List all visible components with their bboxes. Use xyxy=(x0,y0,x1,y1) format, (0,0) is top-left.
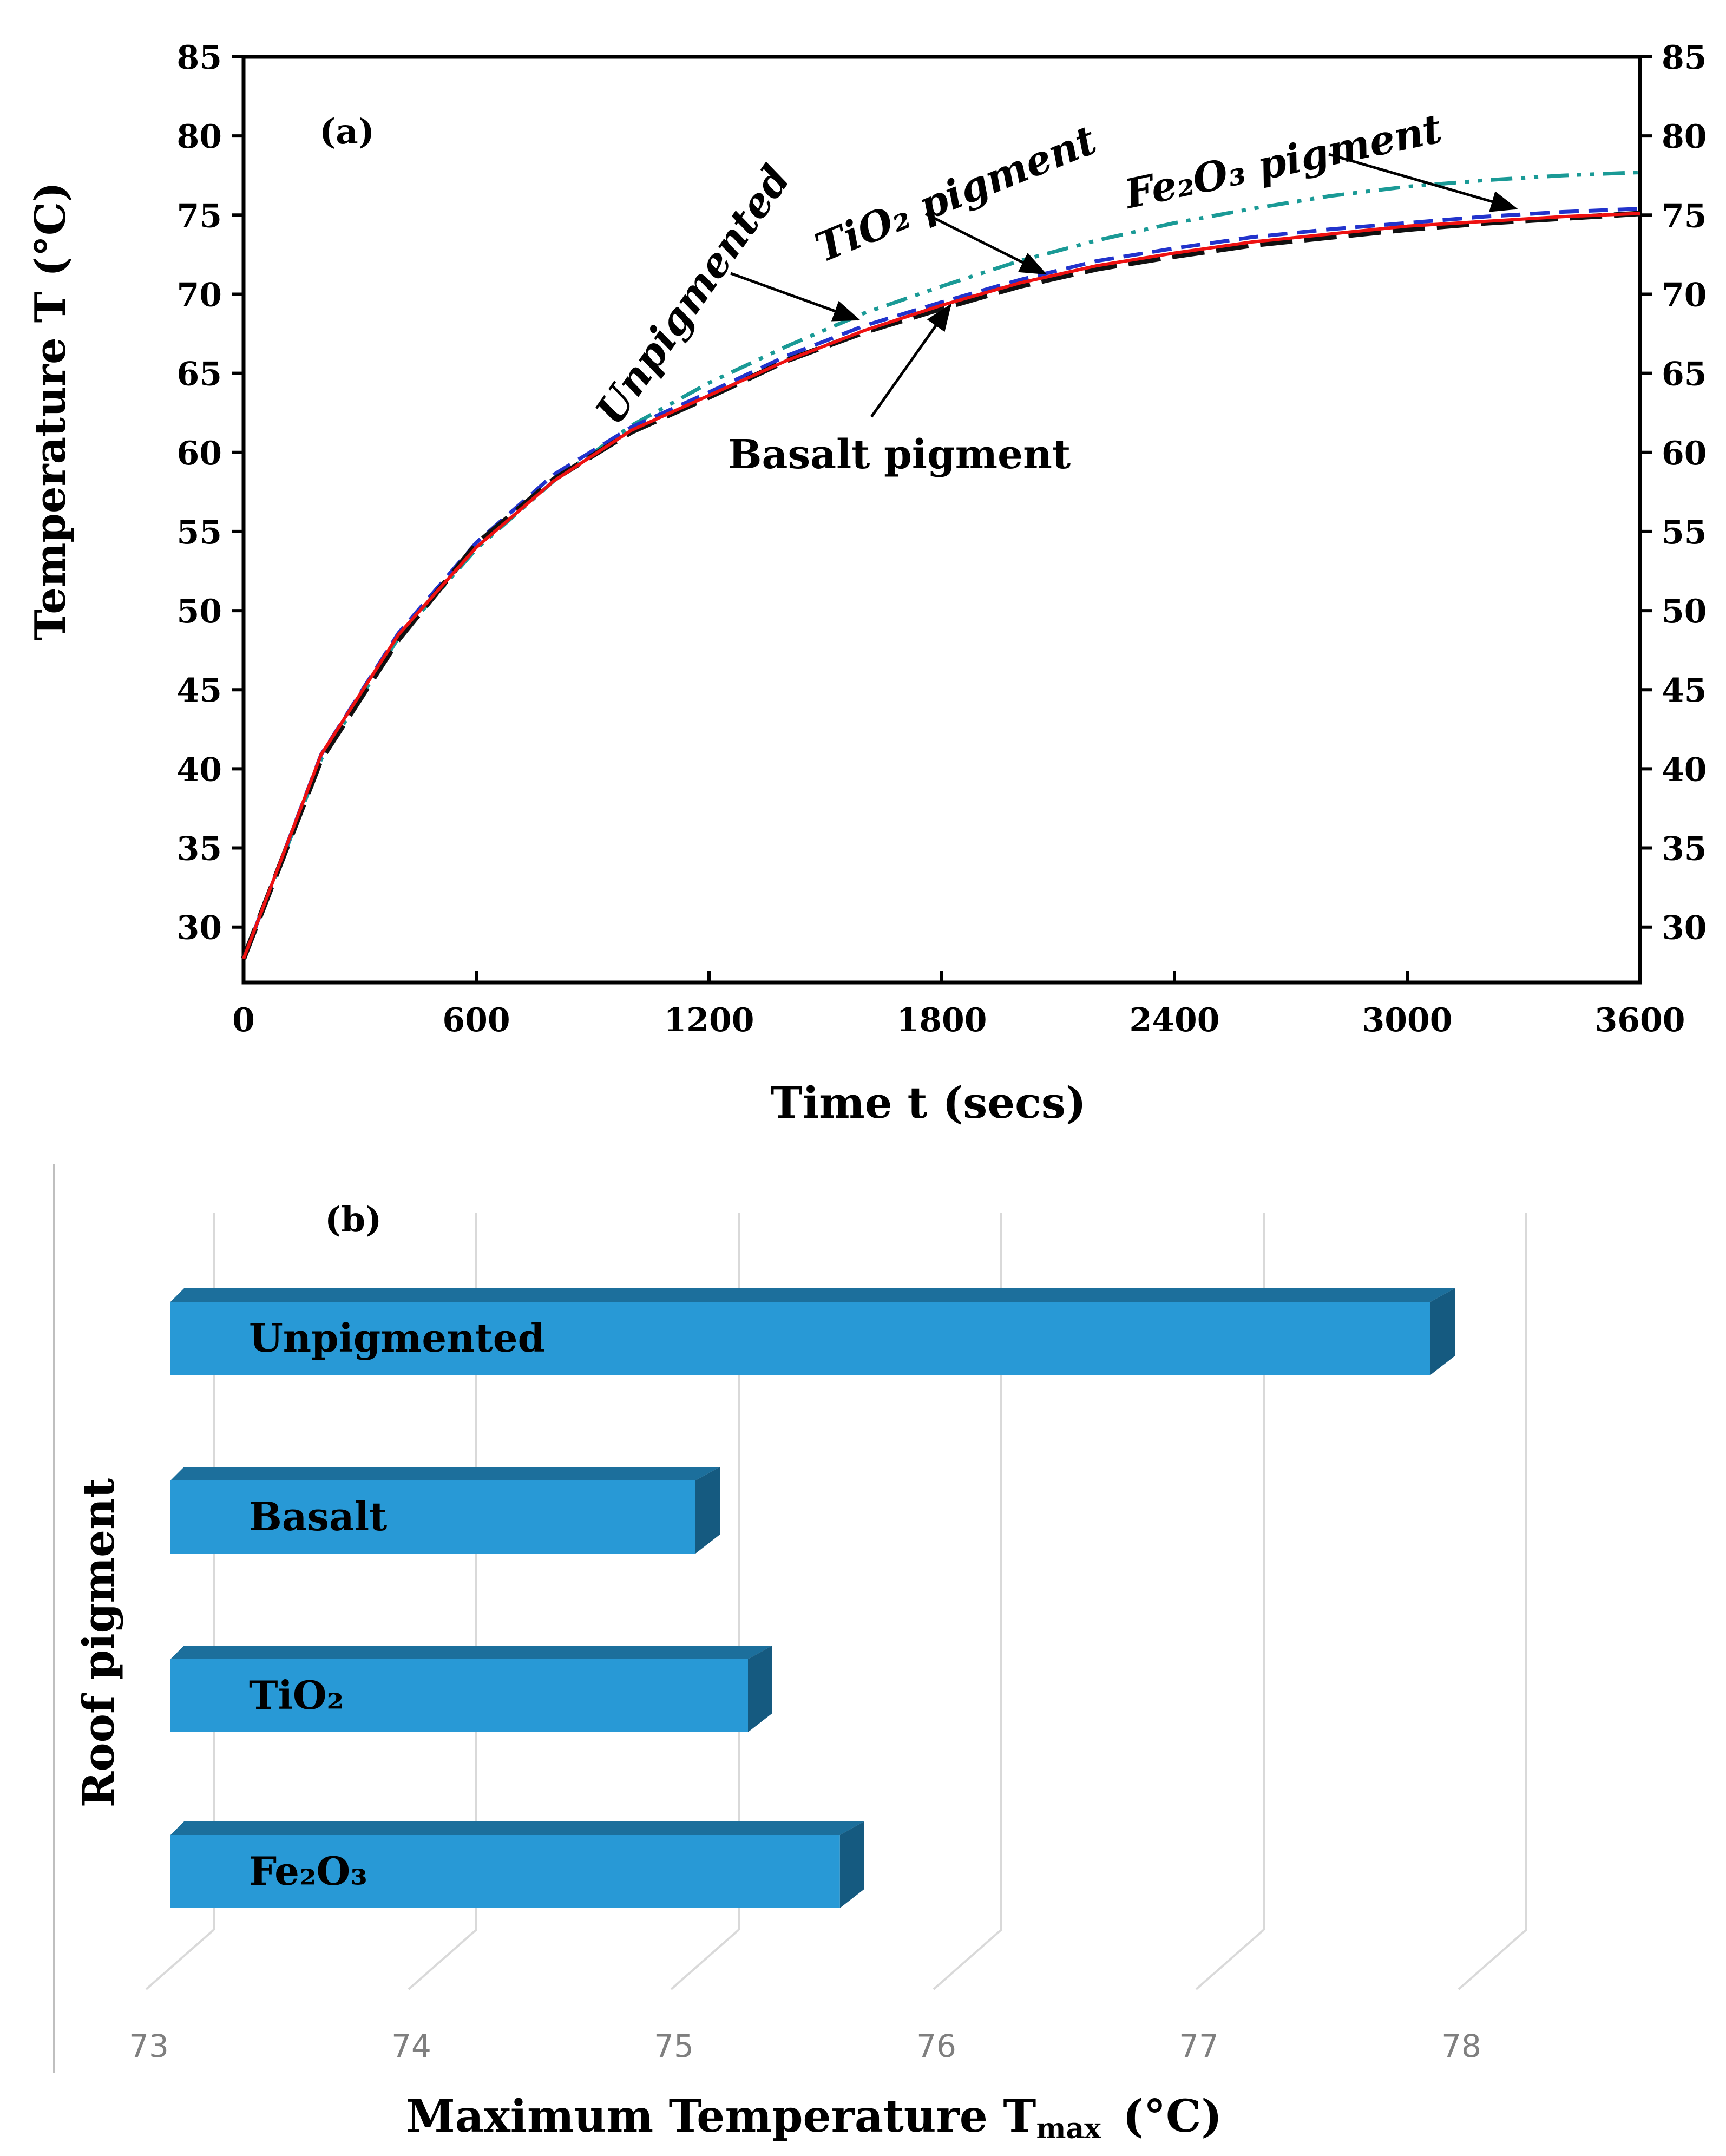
bar-side-face xyxy=(748,1646,772,1732)
bar-top-face xyxy=(170,1467,720,1480)
panel-label-b: (b) xyxy=(325,1200,382,1240)
grid-floor-line xyxy=(1458,1929,1527,1990)
y-tick-label-right: 85 xyxy=(1662,39,1707,77)
x-tick-label-b: 77 xyxy=(1179,2028,1219,2065)
bar-side-face xyxy=(695,1467,720,1554)
y-tick-label-right: 40 xyxy=(1662,751,1707,789)
y-tick-label-right: 75 xyxy=(1662,197,1707,235)
x-axis-title-subscript: max xyxy=(1036,2112,1101,2145)
annotation-basalt: Basalt pigment xyxy=(728,431,1071,478)
bar-top-face xyxy=(170,1646,772,1659)
x-tick-label: 1200 xyxy=(664,1001,754,1039)
grid-floor-line xyxy=(408,1929,477,1990)
x-tick-label: 2400 xyxy=(1130,1001,1220,1039)
arrow-basalt xyxy=(870,303,951,418)
y-tick-label-right: 45 xyxy=(1662,672,1707,710)
bar-front-face xyxy=(170,1302,1430,1375)
y-tick-label-left: 35 xyxy=(177,830,222,868)
grid-floor-line xyxy=(933,1929,1002,1990)
x-axis-title-b: Maximum Temperature Tmax (°C) xyxy=(406,2091,1222,2145)
axis-ticks: 30 30 35 35 40 40 45 45 50 50 55 55 60 60 65 65 70 70 75 75… xyxy=(177,39,1707,1039)
y-tick-label-left: 85 xyxy=(177,39,222,77)
y-tick-label-right: 70 xyxy=(1662,276,1707,314)
x-tick-label: 3000 xyxy=(1362,1001,1453,1039)
y-tick-label-right: 50 xyxy=(1662,593,1707,631)
bar-label: TiO₂ xyxy=(249,1672,344,1718)
y-tick-label-left: 30 xyxy=(177,909,222,947)
y-tick-label-right: 65 xyxy=(1662,356,1707,394)
bar-front-face xyxy=(170,1835,840,1908)
y-tick-label-left: 45 xyxy=(177,672,222,710)
bar-front-face xyxy=(170,1480,695,1554)
bars: Unpigmented Basalt TiO₂ Fe₂O₃ xyxy=(170,1288,1455,1908)
arrow-fe2o3 xyxy=(1328,153,1518,212)
x-tick-label-b: 74 xyxy=(391,2028,431,2065)
x-axis-title-unit: (°C) xyxy=(1123,2091,1222,2142)
x-tick-label-b: 73 xyxy=(129,2028,169,2065)
x-tick-label: 3600 xyxy=(1595,1001,1685,1039)
x-tick-label: 1800 xyxy=(897,1001,987,1039)
series-line-unpigmented xyxy=(241,170,1640,960)
grid-floor-line xyxy=(1195,1929,1265,1990)
line-chart-panel-a: 30 30 35 35 40 40 45 45 50 50 55 55 60 60 65 65 70 70 75 75… xyxy=(26,39,1707,1128)
y-tick-label-right: 30 xyxy=(1662,909,1707,947)
grid-floor-line xyxy=(670,1929,740,1990)
bar-top-face xyxy=(170,1821,864,1835)
x-tick-label: 600 xyxy=(442,1001,510,1039)
grid-floor-line xyxy=(145,1929,215,1990)
y-tick-label-left: 65 xyxy=(177,356,222,394)
bar-1: Basalt xyxy=(170,1467,720,1554)
y-tick-label-left: 50 xyxy=(177,593,222,631)
y-tick-label-left: 80 xyxy=(177,118,222,156)
x-tick-label-b: 78 xyxy=(1441,2028,1481,2065)
series-line-tio2-pigment xyxy=(241,207,1640,960)
x-axis-title-a: Time t (secs) xyxy=(770,1077,1086,1128)
arrow-unpigmented xyxy=(730,272,861,322)
bar-top-face xyxy=(170,1288,1455,1302)
x-tick-label-b: 76 xyxy=(916,2028,956,2065)
y-tick-label-left: 75 xyxy=(177,197,222,235)
bar-2: TiO₂ xyxy=(170,1646,772,1732)
bar-label: Unpigmented xyxy=(249,1315,545,1361)
bar-side-face xyxy=(839,1821,864,1908)
y-axis-title-a: Temperature T (°C) xyxy=(26,182,75,641)
bar-side-face xyxy=(1430,1288,1455,1375)
y-axis-title-b: Roof pigment xyxy=(73,1478,124,1807)
bar-0: Unpigmented xyxy=(170,1288,1455,1375)
bar-3: Fe₂O₃ xyxy=(170,1821,864,1908)
x-tick-label-b: 75 xyxy=(654,2028,694,2065)
x-axis-title-main: Maximum Temperature T xyxy=(406,2091,1036,2142)
x-tick-labels: 73 74 75 76 77 78 xyxy=(129,2028,1481,2065)
y-tick-label-left: 55 xyxy=(177,514,222,552)
bar-label: Basalt xyxy=(249,1493,387,1539)
y-tick-label-right: 80 xyxy=(1662,118,1707,156)
panel-label-a: (a) xyxy=(319,112,375,152)
y-tick-label-left: 60 xyxy=(177,435,222,473)
arrow-tio2 xyxy=(924,212,1047,275)
y-tick-label-left: 40 xyxy=(177,751,222,789)
y-tick-label-left: 70 xyxy=(177,276,222,314)
bar-label: Fe₂O₃ xyxy=(249,1848,367,1894)
y-tick-label-right: 35 xyxy=(1662,830,1707,868)
x-tick-label: 0 xyxy=(232,1001,255,1039)
y-tick-label-right: 55 xyxy=(1662,514,1707,552)
bar-front-face xyxy=(170,1659,748,1732)
y-tick-label-right: 60 xyxy=(1662,435,1707,473)
plot-frame xyxy=(241,55,1642,985)
